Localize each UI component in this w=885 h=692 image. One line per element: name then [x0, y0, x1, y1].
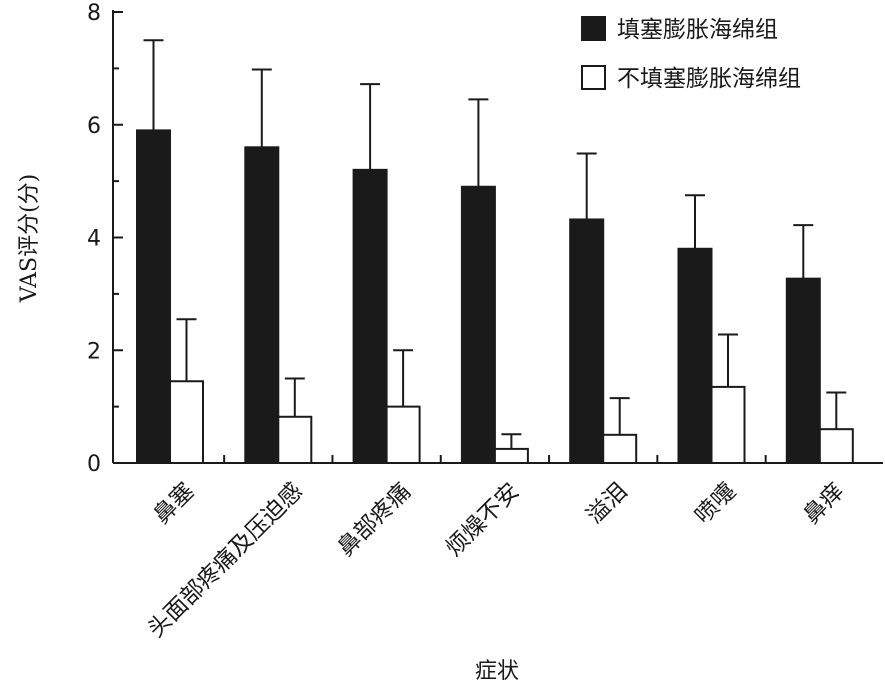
bar-filled-7: [785, 277, 821, 464]
y-tick-label: 4: [87, 227, 101, 252]
bar-empty-3: [385, 405, 421, 464]
legend-label-filled: 填塞膨胀海绵组: [617, 17, 778, 43]
y-tick-label: 8: [87, 1, 101, 26]
bar-empty-5: [602, 433, 638, 464]
x-category-label: 喷嚏: [690, 478, 741, 529]
bar-filled-3: [352, 168, 388, 464]
x-category-label: 鼻痒: [798, 478, 849, 529]
bar-filled-1: [136, 129, 171, 464]
x-category-label: 鼻部疼痛: [333, 478, 416, 561]
legend-swatch-filled: [581, 16, 606, 41]
legend-label-empty: 不填塞膨胀海绵组: [617, 66, 801, 92]
bar-empty-7: [818, 428, 854, 464]
legend-swatch-empty: [581, 65, 606, 90]
bar-filled-2: [244, 146, 280, 465]
y-axis-title: VAS评分(分): [17, 174, 42, 304]
x-category-label: 鼻塞: [149, 478, 200, 529]
bar-empty-2: [277, 415, 313, 464]
bar-filled-4: [460, 185, 496, 464]
bar-empty-1: [169, 380, 204, 465]
x-category-label: 溢泪: [582, 478, 633, 529]
y-tick-label: 0: [87, 452, 101, 477]
legend: 填塞膨胀海绵组 不填塞膨胀海绵组: [581, 16, 801, 92]
bar-empty-4: [493, 447, 529, 464]
x-axis-title: 症状: [475, 659, 519, 684]
bar-filled-5: [569, 218, 605, 464]
bars-layer: [136, 39, 854, 465]
bar-empty-6: [710, 385, 746, 464]
y-tick-label: 6: [87, 114, 101, 139]
x-category-label: 烦燥不安: [441, 478, 524, 561]
axes-layer: [112, 10, 883, 464]
bar-filled-6: [677, 247, 713, 464]
y-tick-label: 2: [87, 339, 101, 364]
